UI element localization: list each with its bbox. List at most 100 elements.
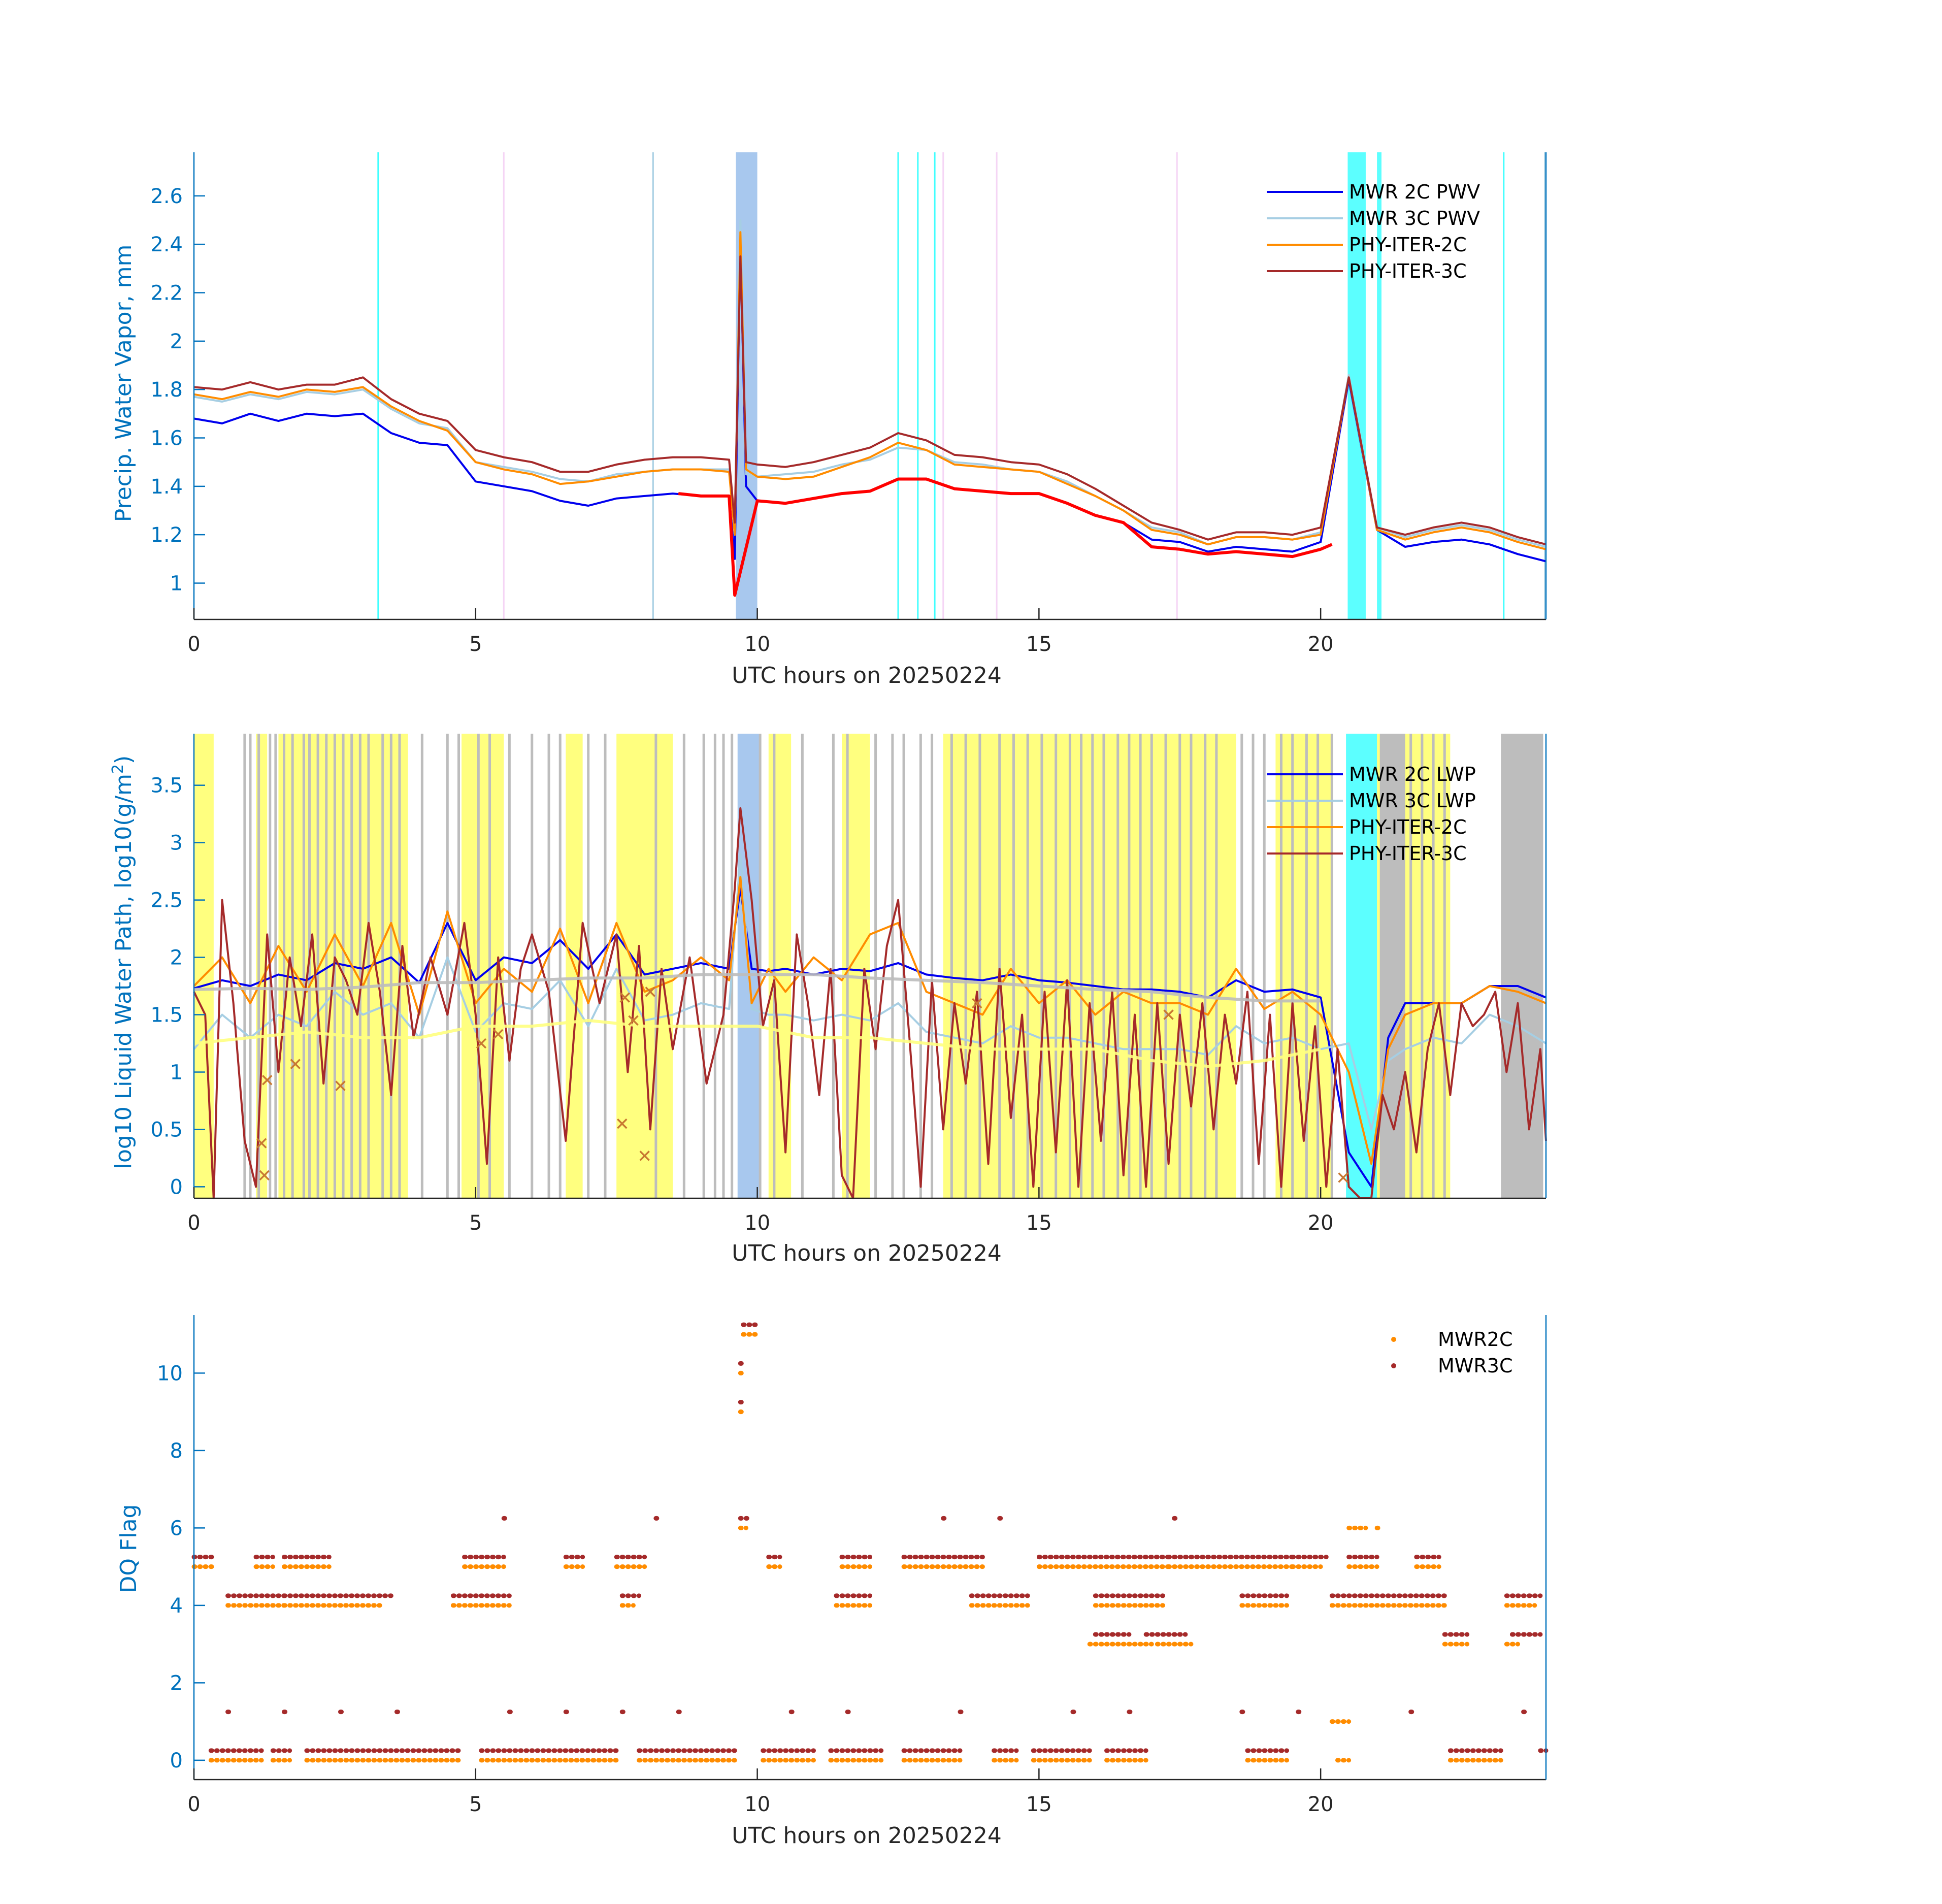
lwp-legend-label: PHY-ITER-2C <box>1349 816 1467 838</box>
dq-y-axis-label: DQ Flag <box>116 1504 142 1593</box>
lwp-legend-label: PHY-ITER-3C <box>1349 842 1467 865</box>
pwv-shaded-band <box>1377 152 1382 619</box>
lwp-markers <box>256 987 1348 1183</box>
dq-x-tick-label: 20 <box>1308 1793 1334 1816</box>
lwp-shaded-band <box>943 734 1236 1198</box>
lwp-series-background-4 <box>193 973 1321 1003</box>
pwv-series-flagged <box>678 477 1333 597</box>
lwp-shaded-band <box>1379 734 1405 1198</box>
dq-x-axis-label: UTC hours on 20250224 <box>732 1823 1002 1849</box>
dq-series <box>191 1322 1549 1763</box>
lwp-x-marker <box>628 1015 639 1026</box>
dq-legend-label: MWR2C <box>1438 1328 1512 1351</box>
lwp-series-phy-iter-3c <box>193 807 1547 1199</box>
lwp-x-tick-label: 15 <box>1026 1211 1052 1235</box>
lwp-y-tick-label: 2.5 <box>150 889 183 912</box>
pwv-y-tick-label: 1.4 <box>150 475 183 499</box>
pwv-y-tick-label: 2.6 <box>150 185 183 208</box>
lwp-series-background-5 <box>193 1019 1321 1068</box>
lwp-y-ticks: 0 0.5 1 1.5 2 2.5 3 3.5 <box>150 774 205 1199</box>
pwv-y-ticks: 1 1.2 1.4 1.6 1.8 2 2.2 2.4 2.6 <box>150 185 205 595</box>
pwv-legend-label: MWR 3C PWV <box>1349 207 1480 229</box>
lwp-x-marker <box>335 1080 346 1091</box>
pwv-legend: MWR 2C PWV MWR 3C PWV PHY-ITER-2C PHY-ITER-… <box>1267 181 1480 282</box>
pwv-y-tick-label: 1.2 <box>150 523 183 547</box>
pwv-y-tick-label: 2 <box>170 330 183 353</box>
pwv-y-tick-label: 1.6 <box>150 426 183 450</box>
pwv-x-tick-label: 10 <box>744 633 770 656</box>
lwp-x-marker <box>262 1075 273 1086</box>
dq-x-tick-label: 15 <box>1026 1793 1052 1816</box>
dq-legend: MWR2C MWR3C <box>1391 1328 1512 1377</box>
dq-x-tick-label: 10 <box>744 1793 770 1816</box>
lwp-x-tick-label: 0 <box>187 1211 200 1235</box>
lwp-x-marker <box>1163 1009 1174 1020</box>
lwp-x-ticks: 0 5 10 15 20 <box>187 1187 1334 1235</box>
lwp-shaded-band <box>616 734 673 1198</box>
dq-legend-swatch <box>1391 1363 1396 1368</box>
pwv-series-phy-iter-2c <box>193 231 1546 550</box>
lwp-legend-label: MWR 2C LWP <box>1349 763 1476 785</box>
lwp-y-axis-label-main: log10 Liquid Water Path, log10(g/m <box>111 774 137 1169</box>
pwv-y-tick-label: 1 <box>170 572 183 595</box>
dq-y-tick-label: 2 <box>170 1671 183 1695</box>
lwp-x-marker <box>290 1059 301 1069</box>
dq-y-tick-label: 10 <box>157 1362 183 1385</box>
lwp-x-tick-label: 5 <box>469 1211 482 1235</box>
dq-y-tick-label: 4 <box>170 1594 183 1618</box>
lwp-x-marker <box>256 1138 267 1148</box>
pwv-x-tick-label: 5 <box>469 633 482 656</box>
dq-x-tick-label: 5 <box>469 1793 482 1816</box>
lwp-legend: MWR 2C LWP MWR 3C LWP PHY-ITER-2C PHY-ITER-… <box>1267 763 1476 865</box>
lwp-y-tick-label: 1.5 <box>150 1004 183 1027</box>
pwv-x-tick-label: 15 <box>1026 633 1052 656</box>
dq-y-tick-label: 0 <box>170 1749 183 1772</box>
dq-x-ticks: 0 5 10 15 20 <box>187 1768 1334 1816</box>
lwp-x-marker <box>619 992 631 1003</box>
lwp-y-axis-label-sup: 2 <box>109 764 127 774</box>
lwp-x-marker <box>259 1170 270 1181</box>
pwv-y-tick-label: 2.2 <box>150 281 183 305</box>
lwp-series <box>193 807 1547 1199</box>
pwv-x-ticks: 0 5 10 15 20 <box>187 608 1334 656</box>
lwp-y-tick-label: 3.5 <box>150 774 183 798</box>
pwv-x-tick-label: 20 <box>1308 633 1334 656</box>
pwv-series <box>193 219 1546 597</box>
lwp-y-tick-label: 3 <box>170 832 183 855</box>
pwv-x-axis-label: UTC hours on 20250224 <box>732 663 1002 688</box>
lwp-x-axis-label: UTC hours on 20250224 <box>732 1240 1002 1266</box>
dq-x-tick-label: 0 <box>187 1793 200 1816</box>
lwp-x-marker <box>1338 1172 1348 1183</box>
pwv-legend-label: PHY-ITER-2C <box>1349 234 1467 256</box>
lwp-legend-label: MWR 3C LWP <box>1349 790 1476 812</box>
lwp-series-phy-iter-2c <box>193 876 1546 1165</box>
dq-y-tick-label: 6 <box>170 1517 183 1540</box>
dq-panel: 0 5 10 15 20 0 2 4 6 8 10 UTC hours on 20250224 D… <box>116 1315 1549 1849</box>
lwp-series-mwr-3c-lwp <box>193 853 1547 1131</box>
pwv-y-tick-label: 1.8 <box>150 378 183 402</box>
lwp-x-marker <box>645 987 655 997</box>
dq-y-ticks: 0 2 4 6 8 10 <box>157 1362 205 1772</box>
lwp-x-marker <box>639 1151 650 1161</box>
dq-legend-label: MWR3C <box>1438 1355 1512 1377</box>
pwv-panel: 0 5 10 15 20 1 1.2 1.4 1.6 1.8 2 2.2 2.4 2.6 UTC hou… <box>111 152 1547 688</box>
pwv-legend-label: MWR 2C PWV <box>1349 181 1480 203</box>
lwp-x-tick-label: 10 <box>744 1211 770 1235</box>
dq-y-tick-label: 8 <box>170 1439 183 1463</box>
pwv-legend-label: PHY-ITER-3C <box>1349 260 1467 282</box>
lwp-x-tick-label: 20 <box>1308 1211 1334 1235</box>
lwp-x-marker <box>617 1118 628 1129</box>
pwv-y-tick-label: 2.4 <box>150 233 183 256</box>
pwv-x-tick-label: 0 <box>187 633 200 656</box>
lwp-x-marker <box>972 998 982 1009</box>
lwp-y-tick-label: 0.5 <box>150 1118 183 1141</box>
dq-series-mwr3c <box>191 1322 1549 1753</box>
lwp-y-tick-label: 2 <box>170 946 183 970</box>
dq-legend-swatch <box>1391 1337 1396 1342</box>
lwp-y-axis-label-end: ) <box>111 756 137 764</box>
lwp-y-tick-label: 0 <box>170 1175 183 1199</box>
lwp-y-axis-label: log10 Liquid Water Path, log10(g/m2) <box>109 756 137 1169</box>
lwp-x-marker <box>492 1029 504 1040</box>
lwp-panel: 0 5 10 15 20 0 0.5 1 1.5 2 2.5 3 3.5 UTC hours on 2… <box>109 734 1547 1266</box>
